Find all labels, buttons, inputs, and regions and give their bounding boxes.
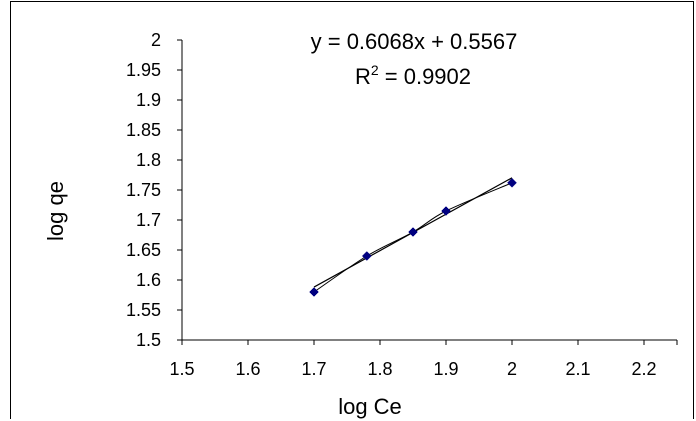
r-squared-label: R2 = 0.9902 [355, 62, 471, 89]
y-tick-label: 1.6 [136, 270, 161, 290]
x-ticks: 1.5 1.6 1.7 1.8 1.9 2 2.1 2.2 [169, 340, 678, 379]
x-tick-label: 1.5 [169, 359, 194, 379]
x-tick-label: 2.1 [565, 359, 590, 379]
x-tick-label: 1.9 [433, 359, 458, 379]
x-tick-label: 1.8 [367, 359, 392, 379]
data-point [361, 251, 372, 261]
y-tick-label: 1.8 [136, 150, 161, 170]
data-series-line [313, 182, 513, 293]
x-tick-label: 1.6 [235, 359, 260, 379]
y-tick-label: 1.55 [126, 300, 161, 320]
y-axis-title: log qe [43, 181, 68, 241]
r-squared-prefix: R [355, 64, 371, 89]
data-point [408, 227, 418, 237]
chart-frame [10, 1, 694, 419]
x-tick-label: 1.7 [301, 359, 326, 379]
y-tick-label: 1.9 [136, 90, 161, 110]
series [309, 177, 517, 297]
r-squared-value: = 0.9902 [379, 64, 471, 89]
y-tick-label: 1.5 [136, 330, 161, 350]
data-point [441, 206, 451, 216]
y-tick-label: 1.65 [126, 240, 161, 260]
y-tick-label: 1.7 [136, 210, 161, 230]
r-squared-exponent: 2 [371, 62, 379, 78]
y-ticks: 1.5 1.55 1.6 1.65 1.7 1.75 1.8 1.85 1.9 1.95 2 [126, 30, 182, 350]
y-tick-label: 2 [151, 30, 161, 50]
x-axis-title: log Ce [338, 394, 402, 419]
x-tick-label: 2.2 [631, 359, 656, 379]
y-tick-label: 1.75 [126, 180, 161, 200]
y-tick-label: 1.95 [126, 60, 161, 80]
y-tick-label: 1.85 [126, 120, 161, 140]
trendline-equation: y = 0.6068x + 0.5567 [311, 29, 518, 54]
data-point [507, 177, 517, 188]
x-tick-label: 2 [507, 359, 517, 379]
data-point [309, 287, 319, 297]
